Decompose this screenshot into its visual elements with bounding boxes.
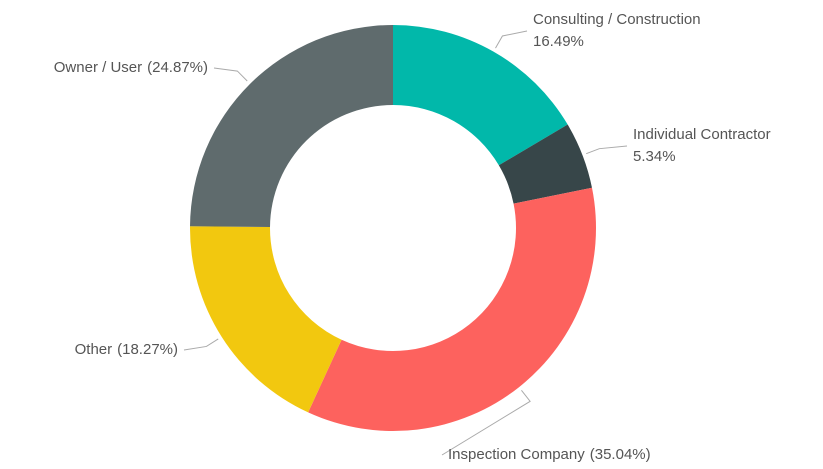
data-label-category: Other <box>75 341 113 358</box>
data-label-category: Consulting / Construction <box>533 11 701 28</box>
data-label-category: Individual Contractor <box>633 126 771 143</box>
donut-slice <box>308 187 596 432</box>
data-label: Other (18.27%) <box>75 341 178 358</box>
data-label-value: 5.34% <box>633 148 676 165</box>
data-label-value: (24.87%) <box>147 59 208 76</box>
data-label: Inspection Company (35.04%) <box>448 446 651 463</box>
data-label-value: 16.49% <box>533 33 584 50</box>
donut-slice <box>190 25 393 227</box>
leader-line <box>441 390 531 456</box>
data-label: Owner / User (24.87%) <box>54 59 208 76</box>
leader-line <box>183 338 219 351</box>
donut-slice <box>498 124 592 204</box>
donut-slice <box>393 25 568 166</box>
data-label-value: (35.04%) <box>590 446 651 463</box>
leader-line <box>586 145 628 155</box>
data-label-value: (18.27%) <box>117 341 178 358</box>
data-label-category: Owner / User <box>54 59 142 76</box>
donut-slice <box>189 226 342 413</box>
leader-line <box>213 67 248 82</box>
leader-line <box>495 30 528 49</box>
data-label-category: Inspection Company <box>448 446 585 463</box>
